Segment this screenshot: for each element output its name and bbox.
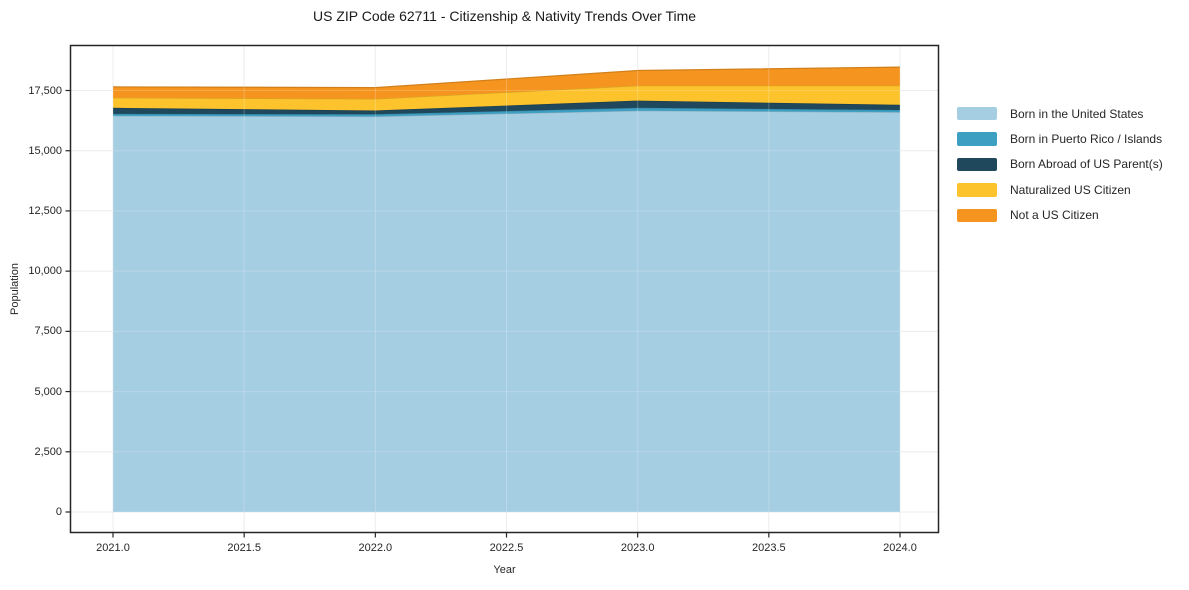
legend-item: Born in Puerto Rico / Islands [957,126,1163,151]
x-tick-label: 2023.5 [752,542,786,554]
legend: Born in the United States Born in Puerto … [957,101,1163,228]
legend-item: Born Abroad of US Parent(s) [957,152,1163,177]
legend-swatch-icon [957,106,997,121]
x-tick-label: 2021.0 [96,542,130,554]
y-tick-label: 2,500 [34,445,62,458]
y-tick-label: 15,000 [28,144,62,157]
plot-border [69,44,940,534]
x-tick-label: 2023.0 [620,542,655,554]
x-tick-label: 2021.5 [227,542,261,554]
legend-item: Naturalized US Citizen [957,177,1163,202]
x-tick-label: 2022.0 [358,542,393,554]
y-tick-label: 5,000 [34,385,62,398]
legend-item-label: Born in the United States [1010,106,1144,121]
legend-swatch-icon [957,208,997,222]
y-tick-label: 0 [55,506,62,518]
legend-item-label: Naturalized US Citizen [1010,182,1131,197]
area-series-0 [113,110,900,512]
y-tick-label: 12,500 [28,204,62,217]
legend-item-label: Not a US Citizen [1010,208,1099,223]
area-series-3 [113,85,900,111]
legend-item-label: Born in Puerto Rico / Islands [1010,132,1163,147]
legend-swatch-icon [957,183,997,197]
chart-title: US ZIP Code 62711 - Citizenship & Nativi… [312,8,697,24]
x-axis-label: Year [493,564,516,576]
area-series-edge-4 [112,66,901,89]
y-axis-label: Population [9,263,21,315]
area-series-4 [113,67,900,99]
y-tick-label: 7,500 [34,325,62,338]
legend-item: Born in the United States [957,101,1163,126]
legend-swatch-icon [957,157,997,172]
y-tick-label: 10,000 [28,265,62,278]
legend-swatch-icon [957,132,997,146]
x-tick-label: 2022.5 [489,542,524,554]
legend-item-label: Born Abroad of US Parent(s) [1010,157,1163,172]
x-tick-label: 2024.0 [883,542,917,554]
area-series-2 [113,100,900,115]
y-tick-label: 17,500 [28,84,62,97]
legend-item: Not a US Citizen [957,203,1163,228]
